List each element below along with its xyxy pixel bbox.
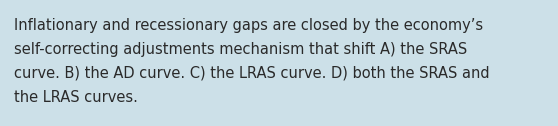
Text: self-correcting adjustments mechanism that shift A) the SRAS: self-correcting adjustments mechanism th… — [14, 42, 467, 57]
Text: the LRAS curves.: the LRAS curves. — [14, 90, 138, 105]
Text: Inflationary and recessionary gaps are closed by the economy’s: Inflationary and recessionary gaps are c… — [14, 18, 483, 33]
Text: curve. B) the AD curve. C) the LRAS curve. D) both the SRAS and: curve. B) the AD curve. C) the LRAS curv… — [14, 66, 489, 81]
